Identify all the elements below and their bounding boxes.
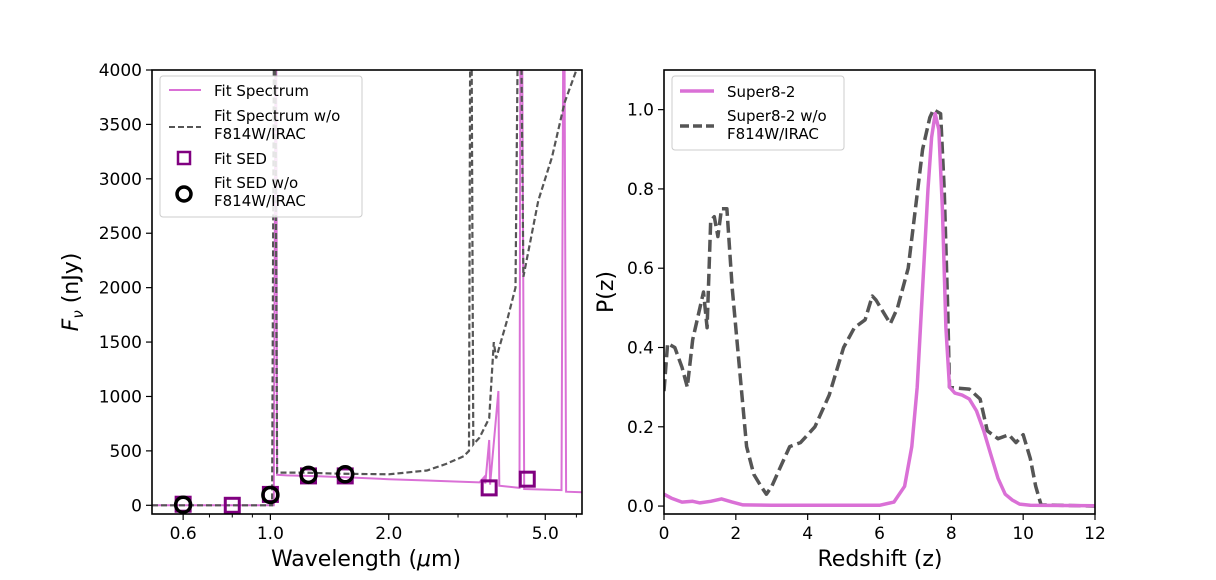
x-tick-label: 0.6	[170, 524, 197, 544]
x-tick-label: 5.0	[532, 524, 559, 544]
legend-label-fit-sed-wo-line2: F814W/IRAC	[214, 192, 306, 210]
y-tick-label: 1500	[99, 333, 142, 353]
sed-legend: Fit Spectrum Fit Spectrum w/o F814W/IRAC…	[159, 75, 363, 218]
x-tick-label: 8	[946, 524, 957, 544]
y-tick-label: 0.4	[627, 339, 654, 359]
sed-series-group	[152, 70, 582, 507]
y-tick-label: 0.6	[627, 259, 654, 279]
sed-y-axis-label: Fν (nJy)	[59, 253, 87, 332]
legend-swatch-fit-sed-wo	[175, 185, 193, 203]
legend-label-super8-2-wo: Super8-2 w/o	[727, 107, 827, 125]
pz-panel: 0 2 4 6 8 10 12 0.0 0.2 0.4 0.6 0.8 1.0 Redshift (z…	[594, 69, 1106, 572]
pz-y-axis-label: P(z)	[594, 271, 619, 313]
y-tick-label: 4000	[99, 61, 142, 81]
y-tick-label: 0	[131, 496, 142, 516]
legend-label-fit-spectrum-wo-line2: F814W/IRAC	[214, 125, 306, 143]
sed-panel: 0.6 1.0 2.0 5.0 0 500 1000 1500 2000 2500 3000 350…	[59, 61, 583, 572]
x-tick-label: 6	[874, 524, 885, 544]
pz-legend-box	[671, 75, 845, 151]
pz-x-ticks: 0 2 4 6 8 10 12	[659, 514, 1106, 544]
y-tick-label: 500	[110, 442, 142, 462]
x-tick-label: 10	[1012, 524, 1034, 544]
legend-label-fit-spectrum: Fit Spectrum	[214, 82, 309, 100]
pz-legend: Super8-2 Super8-2 w/o F814W/IRAC	[671, 75, 845, 151]
sed-markers-group	[173, 465, 536, 514]
y-tick-label: 0.2	[627, 418, 654, 438]
series-fit-spectrum-wo	[152, 70, 578, 507]
marker-fit-sed	[223, 496, 241, 514]
sed-legend-box	[159, 75, 363, 218]
y-tick-label: 1000	[99, 387, 142, 407]
legend-label-super8-2-wo-line2: F814W/IRAC	[727, 125, 819, 143]
legend-swatch-fit-sed	[176, 150, 192, 166]
marker-fit-sed-wo	[173, 495, 193, 514]
x-tick-label: 2	[730, 524, 741, 544]
y-tick-label: 2500	[99, 224, 142, 244]
y-tick-label: 0.8	[627, 180, 654, 200]
sed-y-ticks: 0 500 1000 1500 2000 2500 3000 3500 4000	[99, 61, 152, 516]
y-tick-label: 1.0	[627, 101, 654, 121]
legend-label-super8-2: Super8-2	[727, 83, 795, 101]
legend-label-fit-spectrum-wo: Fit Spectrum w/o	[214, 107, 340, 125]
y-tick-label: 3000	[99, 170, 142, 190]
y-tick-label: 3500	[99, 115, 142, 135]
pz-y-ticks: 0.0 0.2 0.4 0.6 0.8 1.0	[627, 101, 664, 517]
series-super8-2-wo	[664, 107, 1095, 508]
sed-axes-frame	[151, 69, 583, 515]
x-tick-label: 12	[1084, 524, 1106, 544]
pz-series-group	[664, 107, 1095, 508]
x-tick-label: 4	[802, 524, 813, 544]
pz-x-axis-label: Redshift (z)	[817, 547, 942, 572]
marker-fit-sed-wo	[335, 465, 355, 484]
marker-fit-sed-wo	[261, 485, 280, 505]
sed-x-axis-label: Wavelength (μm)	[271, 547, 461, 572]
marker-fit-sed	[480, 479, 498, 497]
marker-fit-sed-wo	[299, 465, 318, 485]
series-fit-spectrum	[152, 70, 582, 507]
marker-fit-sed	[518, 470, 536, 488]
y-tick-label: 2000	[99, 279, 142, 299]
legend-label-fit-sed-wo: Fit SED w/o	[214, 174, 298, 192]
series-super8-2	[664, 111, 1095, 508]
x-tick-label: 0	[659, 524, 670, 544]
legend-label-fit-sed: Fit SED	[214, 150, 267, 168]
y-tick-label: 0.0	[627, 497, 654, 517]
sed-x-ticks: 0.6 1.0 2.0 5.0	[170, 514, 577, 544]
x-tick-label: 2.0	[375, 524, 402, 544]
x-tick-label: 1.0	[257, 524, 284, 544]
